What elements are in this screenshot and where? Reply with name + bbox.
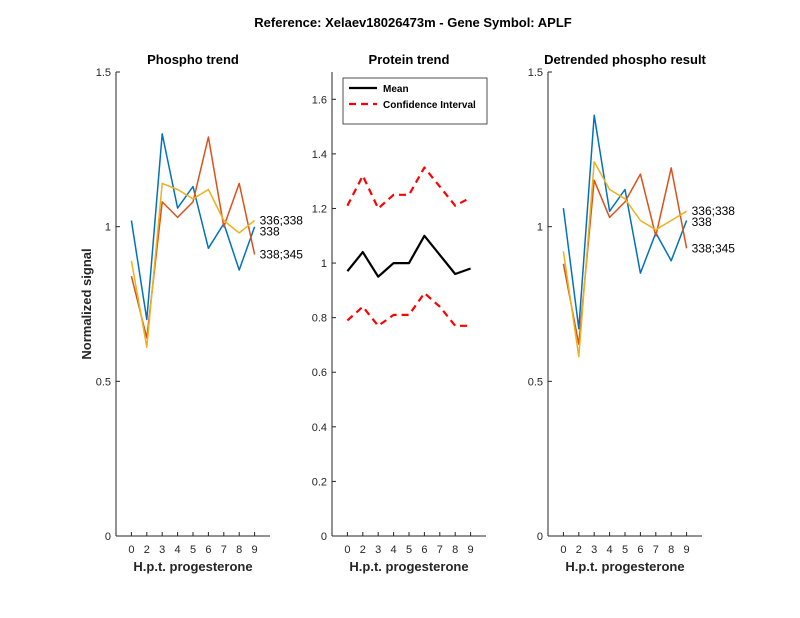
x-tick-label: 5 xyxy=(406,544,412,556)
x-tick-label: 5 xyxy=(190,544,196,556)
y-tick-label: 1.4 xyxy=(312,149,327,161)
series-line-1 xyxy=(562,114,688,330)
y-tick-label: 1.6 xyxy=(312,94,327,106)
x-axis-label: H.p.t. progesterone xyxy=(565,559,684,574)
series-line-1 xyxy=(130,133,256,321)
chart-title: Detrended phospho result xyxy=(544,52,706,67)
y-tick-label: 1.5 xyxy=(96,67,111,79)
x-tick-label: 6 xyxy=(421,544,427,556)
series-line-3 xyxy=(562,160,687,358)
x-tick-label: 4 xyxy=(391,544,397,556)
x-tick-label: 2 xyxy=(360,544,366,556)
x-tick-label: 6 xyxy=(205,544,211,556)
x-tick-label: 2 xyxy=(144,544,150,556)
x-tick-label: 7 xyxy=(653,544,659,556)
y-tick-label: 0.8 xyxy=(312,313,327,325)
y-tick-label: 0 xyxy=(321,531,327,543)
x-tick-label: 9 xyxy=(684,544,690,556)
x-axis-label: H.p.t. progesterone xyxy=(349,559,468,574)
series-label: 338 xyxy=(692,215,712,229)
x-tick-label: 7 xyxy=(221,544,227,556)
y-tick-label: 0.5 xyxy=(528,376,543,388)
x-tick-label: 5 xyxy=(622,544,628,556)
x-tick-label: 8 xyxy=(668,544,674,556)
series-line-3 xyxy=(130,182,256,349)
x-tick-label: 7 xyxy=(437,544,443,556)
series-label: 338;345 xyxy=(260,248,304,262)
chart-title: Protein trend xyxy=(369,52,450,67)
x-tick-label: 4 xyxy=(175,544,181,556)
y-tick-label: 0.5 xyxy=(96,376,111,388)
legend-label: Confidence Interval xyxy=(383,100,476,111)
legend-box xyxy=(342,77,488,125)
x-tick-label: 4 xyxy=(607,544,613,556)
legend-label: Mean xyxy=(383,84,409,95)
x-tick-label: 0 xyxy=(128,544,134,556)
x-tick-label: 9 xyxy=(468,544,474,556)
chart-panel-2: 00.20.40.60.811.21.41.60 2 3 4 5 6 7 8 9Protein … xyxy=(312,52,488,574)
x-tick-label: 8 xyxy=(452,544,458,556)
legend: Mean Confidence Interval xyxy=(342,77,488,125)
y-tick-label: 1.5 xyxy=(528,67,543,79)
y-tick-label: 0 xyxy=(537,531,543,543)
x-tick-label: 3 xyxy=(591,544,597,556)
y-tick-label: 1 xyxy=(537,222,543,234)
x-tick-label: 3 xyxy=(375,544,381,556)
y-tick-label: 0 xyxy=(105,531,111,543)
x-tick-label: 0 xyxy=(344,544,350,556)
x-axis-label: H.p.t. progesterone xyxy=(133,559,252,574)
y-tick-label: 0.2 xyxy=(312,476,327,488)
series-label: 336;338 xyxy=(692,204,736,218)
x-tick-label: 2 xyxy=(576,544,582,556)
series-label: 336;338 xyxy=(260,213,304,227)
y-axis-label: Normalized signal xyxy=(79,248,94,359)
series-line-3 xyxy=(346,292,471,327)
figure-title: Reference: Xelaev18026473m - Gene Symbol… xyxy=(254,15,571,30)
y-tick-label: 0.4 xyxy=(312,422,327,434)
chart-title: Phospho trend xyxy=(147,52,239,67)
x-tick-label: 9 xyxy=(252,544,258,556)
series-label: 338 xyxy=(260,224,280,238)
y-tick-label: 1 xyxy=(321,258,327,270)
x-tick-label: 3 xyxy=(159,544,165,556)
series-label: 338;345 xyxy=(692,241,736,255)
y-tick-label: 1 xyxy=(105,222,111,234)
x-tick-label: 6 xyxy=(637,544,643,556)
y-tick-label: 0.6 xyxy=(312,367,327,379)
series-line-1 xyxy=(346,234,471,278)
y-tick-label: 1.2 xyxy=(312,203,327,215)
x-tick-label: 8 xyxy=(236,544,242,556)
x-tick-label: 0 xyxy=(560,544,566,556)
